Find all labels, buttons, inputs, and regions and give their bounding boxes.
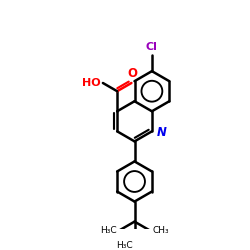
Text: CH₃: CH₃ <box>152 226 169 235</box>
Text: O: O <box>128 67 138 80</box>
Text: H₃C: H₃C <box>100 226 116 235</box>
Text: N: N <box>156 126 166 139</box>
Text: H₃C: H₃C <box>116 242 133 250</box>
Text: Cl: Cl <box>146 42 158 52</box>
Text: HO: HO <box>82 78 101 88</box>
